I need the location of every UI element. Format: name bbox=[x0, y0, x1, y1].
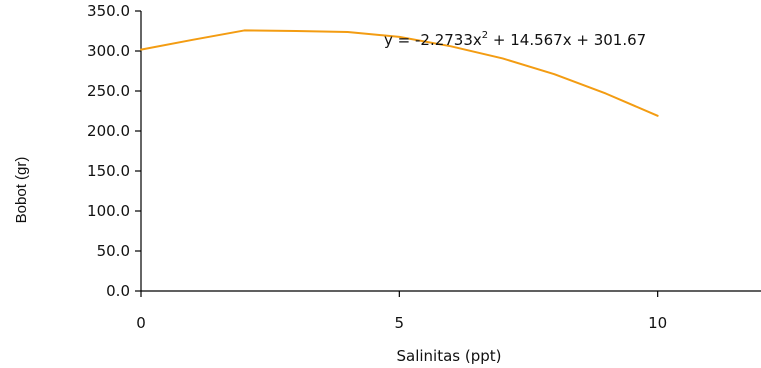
x-tick-label: 10 bbox=[648, 314, 667, 332]
y-tick-label: 100.0 bbox=[87, 202, 130, 220]
y-tick-label: 200.0 bbox=[87, 122, 130, 140]
x-tick-label: 0 bbox=[136, 314, 146, 332]
y-tick-label: 300.0 bbox=[87, 42, 130, 60]
y-tick-label: 0.0 bbox=[106, 282, 130, 300]
axes-layer bbox=[140, 11, 761, 292]
y-tick-label: 50.0 bbox=[97, 242, 130, 260]
equation-power: 2 bbox=[482, 30, 488, 41]
ticks-layer: 0.0 50.0 100.0 150.0 200.0 250.0 300.0 350.0 0 5 1… bbox=[87, 2, 667, 332]
y-axis-title: Bobot (gr) bbox=[13, 157, 30, 224]
series-layer bbox=[140, 29, 659, 117]
y-tick-label: 250.0 bbox=[87, 82, 130, 100]
y-tick-label: 150.0 bbox=[87, 162, 130, 180]
equation-suffix: + 14.567x + 301.67 bbox=[488, 31, 646, 49]
x-tick-label: 5 bbox=[395, 314, 405, 332]
y-tick-label: 350.0 bbox=[87, 2, 130, 20]
equation-prefix: y = -2.2733x bbox=[384, 31, 482, 49]
trendline-equation: y = -2.2733x2 + 14.567x + 301.67 bbox=[384, 30, 646, 49]
series-line bbox=[140, 29, 659, 117]
x-axis-title: Salinitas (ppt) bbox=[396, 347, 501, 365]
